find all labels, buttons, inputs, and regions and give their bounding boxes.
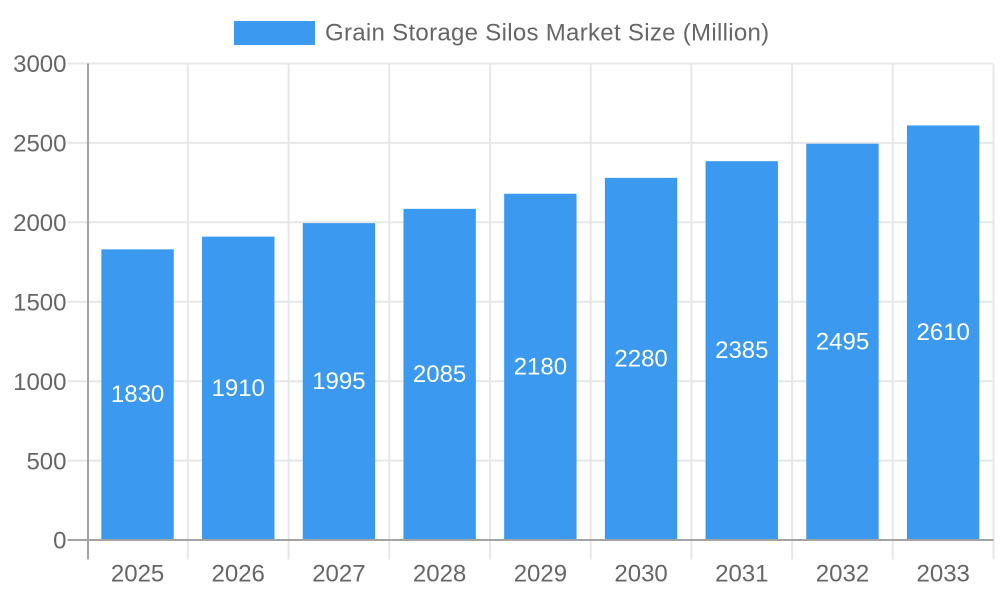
svg-text:2495: 2495 xyxy=(816,328,869,355)
svg-text:2610: 2610 xyxy=(917,319,970,346)
svg-text:2028: 2028 xyxy=(413,561,466,588)
svg-text:2280: 2280 xyxy=(614,345,667,372)
svg-text:1000: 1000 xyxy=(13,369,66,396)
svg-text:Grain Storage Silos Market Siz: Grain Storage Silos Market Size (Million… xyxy=(325,20,769,47)
svg-text:3000: 3000 xyxy=(13,51,66,78)
svg-text:1910: 1910 xyxy=(212,375,265,402)
svg-text:1500: 1500 xyxy=(13,289,66,316)
svg-text:1830: 1830 xyxy=(111,381,164,408)
svg-text:2000: 2000 xyxy=(13,210,66,237)
svg-text:2027: 2027 xyxy=(312,561,365,588)
svg-text:2085: 2085 xyxy=(413,361,466,388)
svg-text:0: 0 xyxy=(53,528,66,555)
svg-text:2385: 2385 xyxy=(715,337,768,364)
svg-text:2500: 2500 xyxy=(13,131,66,158)
svg-text:500: 500 xyxy=(26,448,66,475)
svg-text:1995: 1995 xyxy=(312,368,365,395)
svg-text:2026: 2026 xyxy=(212,561,265,588)
svg-text:2032: 2032 xyxy=(816,561,869,588)
svg-text:2031: 2031 xyxy=(715,561,768,588)
svg-text:2030: 2030 xyxy=(614,561,667,588)
svg-text:2029: 2029 xyxy=(514,561,567,588)
svg-text:2180: 2180 xyxy=(514,353,567,380)
svg-text:2033: 2033 xyxy=(917,561,970,588)
svg-text:2025: 2025 xyxy=(111,561,164,588)
